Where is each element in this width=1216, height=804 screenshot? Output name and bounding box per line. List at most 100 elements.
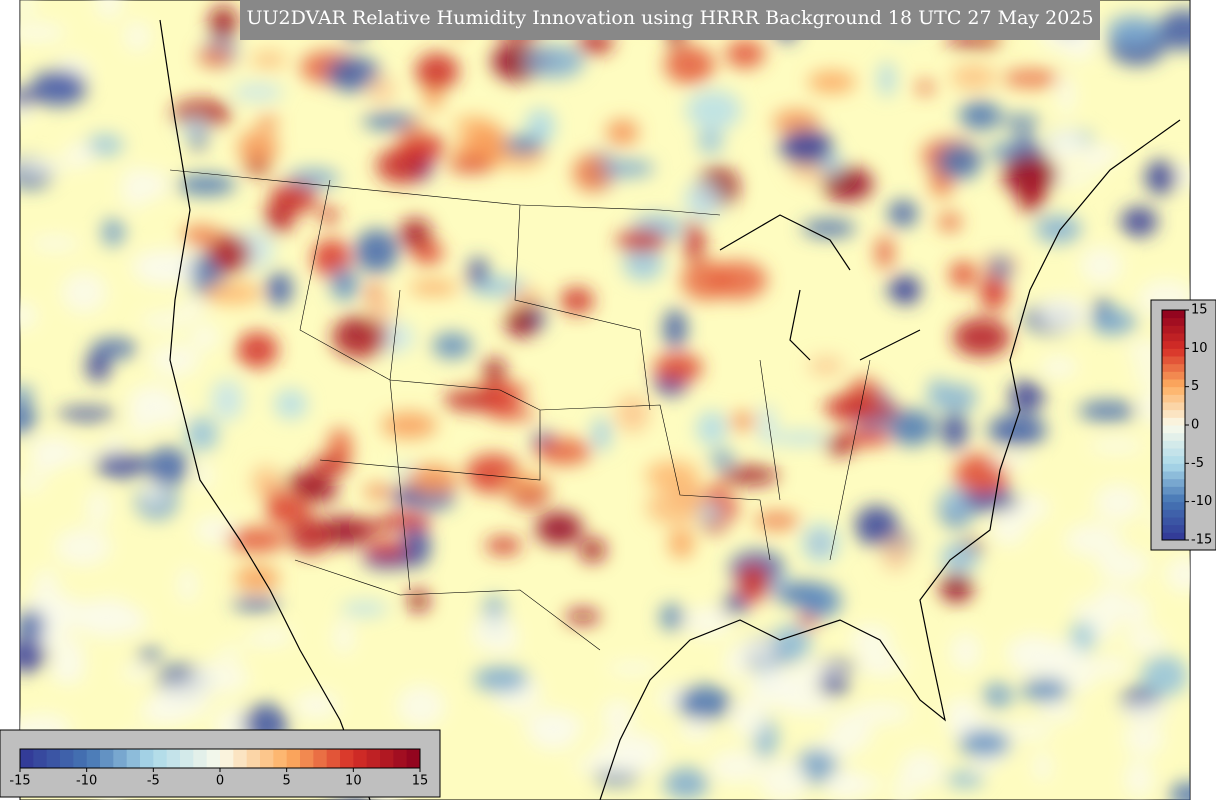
field-patch xyxy=(730,698,768,738)
field-patch xyxy=(696,411,727,446)
field-patch xyxy=(28,437,57,456)
field-patch xyxy=(894,775,913,800)
field-patch xyxy=(31,69,88,106)
field-patch xyxy=(1120,206,1158,237)
field-patch xyxy=(852,702,911,724)
field-patch xyxy=(616,733,665,773)
field-patch xyxy=(396,684,446,728)
field-patch xyxy=(237,129,279,165)
field-patch xyxy=(1124,759,1154,799)
field-patch xyxy=(999,722,1055,740)
colorbar-swatch xyxy=(46,749,61,768)
field-patch xyxy=(1040,356,1078,378)
field-patch xyxy=(758,404,776,446)
colorbar-tick-label: 0 xyxy=(216,774,224,789)
field-patch xyxy=(807,71,856,94)
field-patch xyxy=(332,315,388,359)
field-patch xyxy=(779,128,833,166)
colorbar-tick-label: 0 xyxy=(1191,418,1199,433)
field-patch xyxy=(94,453,148,478)
field-patch xyxy=(471,614,518,653)
colorbar-swatch xyxy=(1162,417,1185,426)
field-patch xyxy=(408,280,459,295)
colorbar-swatch xyxy=(340,749,354,768)
horizontal-colorbar: -15 -10 -5 0 5 10 15 xyxy=(9,748,429,789)
field-patch xyxy=(57,407,117,421)
colorbar-swatch xyxy=(1162,348,1185,357)
field-patch xyxy=(399,218,432,249)
field-patch xyxy=(95,0,123,20)
field-patch xyxy=(990,508,1028,546)
field-patch xyxy=(708,261,768,300)
field-patch xyxy=(209,5,238,42)
colorbar-swatch xyxy=(1162,371,1185,380)
field-patch xyxy=(737,638,778,662)
field-patch xyxy=(432,332,473,359)
field-patch xyxy=(1089,438,1144,453)
field-patch xyxy=(952,317,1011,357)
field-patch xyxy=(887,200,918,227)
colorbar-swatch xyxy=(1162,440,1185,449)
field-patch xyxy=(51,659,85,685)
field-patch xyxy=(664,45,715,84)
field-patch xyxy=(284,471,328,492)
colorbar-tick-label: 10 xyxy=(1191,341,1208,356)
field-patch xyxy=(850,624,893,658)
field-patch xyxy=(900,750,943,789)
field-patch xyxy=(772,624,811,663)
field-patch xyxy=(663,308,687,349)
colorbar-swatch xyxy=(1162,386,1185,395)
colorbar-tick-label: -10 xyxy=(1191,494,1212,509)
field-patch xyxy=(606,119,639,146)
colorbar-tick-label: 15 xyxy=(412,774,429,789)
field-patch xyxy=(778,693,837,716)
colorbar-swatch xyxy=(1162,448,1185,457)
field-patch xyxy=(178,300,207,317)
field-patch xyxy=(1102,587,1129,618)
field-patch xyxy=(725,39,765,69)
colorbar-swatch xyxy=(260,749,274,768)
colorbar-swatch xyxy=(1162,517,1185,526)
field-patch xyxy=(722,594,748,616)
field-patch xyxy=(677,685,732,721)
colorbar-swatch xyxy=(1162,363,1185,372)
field-patch xyxy=(86,351,111,382)
state-lines xyxy=(299,179,871,591)
field-patch xyxy=(572,154,613,192)
field-patch xyxy=(20,302,37,329)
colorbar-swatch xyxy=(286,749,301,768)
field-patch xyxy=(1002,69,1060,88)
colorbar-tick-label: -15 xyxy=(9,774,30,789)
field-patch xyxy=(1106,14,1160,47)
colorbar-swatch xyxy=(366,749,381,768)
field-patch xyxy=(980,273,1008,311)
field-patch xyxy=(668,528,694,559)
field-patch xyxy=(828,713,873,753)
field-patch xyxy=(1120,701,1173,722)
field-patch xyxy=(1123,594,1150,630)
field-patch xyxy=(526,108,555,144)
field-patch xyxy=(141,312,191,329)
field-patch xyxy=(333,619,355,655)
field-patch xyxy=(180,118,209,137)
field-patch xyxy=(653,353,703,383)
field-patch xyxy=(941,411,968,450)
field-patch xyxy=(447,157,495,173)
field-patch xyxy=(149,343,200,377)
field-patch xyxy=(945,771,985,788)
field-patch xyxy=(91,338,138,358)
field-patch xyxy=(663,767,709,800)
field-patch xyxy=(310,454,349,478)
mexico-border xyxy=(294,559,601,651)
field-patch xyxy=(1080,246,1123,285)
colorbar-swatch xyxy=(206,749,221,768)
field-patch xyxy=(1157,9,1190,51)
field-patch xyxy=(257,114,278,130)
field-patch xyxy=(20,639,47,672)
field-patch xyxy=(236,331,279,368)
field-patch xyxy=(602,698,635,735)
field-patch xyxy=(261,627,293,646)
colorbar-swatch xyxy=(326,749,341,768)
field-patch xyxy=(181,225,221,247)
